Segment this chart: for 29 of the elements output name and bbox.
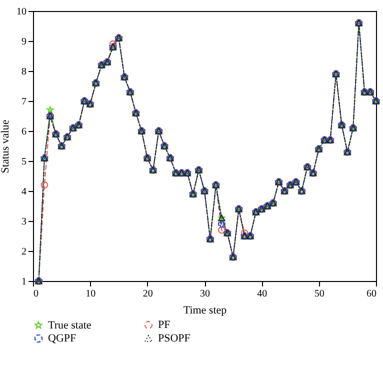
point [240, 229, 248, 237]
y-axis-title: Status value [0, 120, 12, 174]
point [109, 40, 117, 48]
x-tick-label: 10 [86, 288, 96, 300]
y-tick-label: 6 [22, 126, 26, 138]
y-tick-label: 5 [22, 156, 26, 168]
legend-label: True state [48, 319, 92, 332]
y-tick-label: 2 [22, 246, 26, 258]
x-tick-label: 60 [366, 288, 376, 300]
legend-label: PSOPF [158, 332, 190, 344]
legend-label: QGPF [48, 332, 76, 344]
point [218, 220, 226, 228]
y-tick-label: 7 [22, 96, 26, 108]
x-tick-label: 20 [142, 288, 153, 300]
x-tick-label: 0 [34, 288, 38, 300]
legend-label: PF [158, 318, 170, 331]
y-tick-label: 4 [22, 186, 26, 198]
y-tick-label: 8 [22, 66, 26, 78]
y-tick-label: 10 [16, 6, 26, 18]
x-axis-title: Time step [183, 304, 228, 316]
y-tick-label: 3 [22, 216, 26, 228]
y-tick-label: 1 [22, 276, 26, 288]
point [40, 181, 48, 189]
point [218, 226, 226, 234]
x-tick-label: 30 [200, 288, 210, 300]
y-tick-label: 9 [22, 36, 26, 48]
point [46, 106, 54, 114]
x-tick-label: 50 [314, 288, 324, 300]
x-tick-label: 40 [257, 288, 268, 300]
